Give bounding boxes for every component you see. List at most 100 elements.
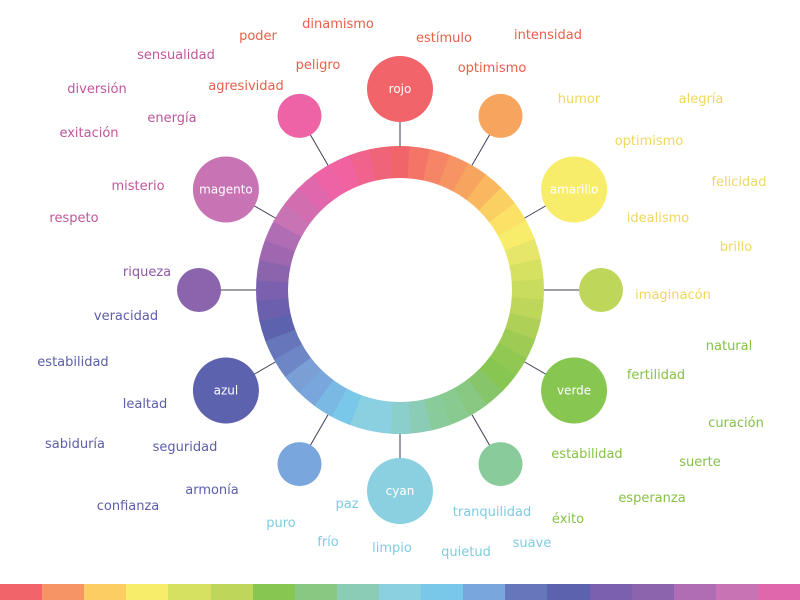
strip-swatch xyxy=(126,584,169,600)
ring-segment xyxy=(388,401,412,434)
color-ring xyxy=(255,146,544,434)
ring-segment xyxy=(511,278,544,302)
strip-swatch xyxy=(378,584,422,600)
word-tranquilidad: tranquilidad xyxy=(452,505,532,520)
word-optimismo-rojo: optimismo xyxy=(457,61,527,76)
hub-verde xyxy=(541,357,608,424)
strip-swatch xyxy=(673,584,716,600)
word-exitacion: exitación xyxy=(59,126,119,141)
word-esperanza: esperanza xyxy=(618,491,686,506)
ring-segment xyxy=(478,187,516,224)
hub-label-amarillo: amarillo xyxy=(550,183,599,197)
hub-small xyxy=(478,93,523,138)
ring-segment xyxy=(423,394,452,431)
word-riqueza: riqueza xyxy=(122,265,172,280)
strip-swatch xyxy=(631,584,674,600)
ring-segment xyxy=(498,328,536,360)
hub-rojo xyxy=(367,56,433,122)
ring-segment xyxy=(453,379,487,417)
hub-label-azul: azul xyxy=(214,384,239,398)
ring-segment xyxy=(313,379,347,417)
ring-segment xyxy=(466,368,503,406)
ring-segment xyxy=(466,174,503,212)
ring-segment xyxy=(423,149,452,186)
hub-label-cyan: cyan xyxy=(386,484,415,498)
ring-segment xyxy=(313,163,347,201)
ring-segment xyxy=(348,149,377,186)
hub-azul xyxy=(192,357,259,424)
ring-segment xyxy=(489,203,527,237)
ring-segment xyxy=(478,356,516,393)
strip-swatch xyxy=(42,584,85,600)
word-armonia: armonía xyxy=(185,483,239,498)
word-exito: éxito xyxy=(551,512,585,527)
word-frio: frío xyxy=(317,535,339,550)
word-dinamismo: dinamismo xyxy=(302,17,374,32)
strip-swatch xyxy=(589,584,632,600)
hub-label-magento: magento xyxy=(199,183,253,197)
hub-amarillo xyxy=(541,156,608,223)
word-poder: poder xyxy=(239,29,277,44)
ring-segment xyxy=(259,238,296,267)
hub-cyan xyxy=(367,458,433,524)
word-intensidad: intensidad xyxy=(513,28,583,43)
word-imaginacon: imaginacón xyxy=(635,288,711,303)
word-fertilidad: fertilidad xyxy=(626,368,686,383)
strip-swatch xyxy=(547,584,590,600)
ring-segment xyxy=(259,313,296,342)
ring-segment xyxy=(388,146,412,179)
word-energia: energía xyxy=(147,111,197,126)
word-paz: paz xyxy=(335,497,359,512)
strip-swatch xyxy=(421,584,464,600)
ring-segment xyxy=(407,399,432,434)
ring-segment xyxy=(256,297,291,322)
ring-segment xyxy=(368,146,393,181)
word-puro: puro xyxy=(266,516,296,531)
ring-segment xyxy=(330,388,362,426)
word-sensualidad: sensualidad xyxy=(137,48,215,63)
strip-swatch xyxy=(294,584,337,600)
strip-swatch xyxy=(252,584,295,600)
ring-segment xyxy=(273,343,311,377)
strip-swatch xyxy=(715,584,758,600)
ring-segment xyxy=(348,394,377,431)
hub-label-rojo: rojo xyxy=(389,82,412,96)
word-peligro: peligro xyxy=(295,58,341,73)
hub-magento xyxy=(192,156,259,223)
word-felicidad: felicidad xyxy=(711,175,767,190)
word-humor: humor xyxy=(557,92,601,107)
strip-swatch xyxy=(0,584,43,600)
ring-segment xyxy=(297,174,334,212)
hub-small xyxy=(478,442,523,487)
word-estabilidad-azul: estabilidad xyxy=(37,355,109,370)
word-curacion: curación xyxy=(708,416,764,431)
word-suerte: suerte xyxy=(679,455,721,470)
ring-segment xyxy=(255,278,289,302)
word-optimismo-amarillo: optimismo xyxy=(614,134,684,149)
ring-segment xyxy=(504,238,541,267)
ring-segment xyxy=(284,187,322,224)
word-limpio: limpio xyxy=(372,541,412,556)
word-misterio: misterio xyxy=(111,179,165,194)
ring-segment xyxy=(297,368,334,406)
word-lealtad: lealtad xyxy=(122,397,168,412)
word-diversion: diversión xyxy=(67,82,127,97)
strip-swatch xyxy=(463,584,506,600)
hub-small xyxy=(277,442,322,487)
word-veracidad: veracidad xyxy=(93,309,159,324)
word-sabiduria: sabiduría xyxy=(44,437,106,452)
ring-segment xyxy=(504,313,541,342)
ring-segment xyxy=(273,203,311,237)
word-estabilidad-verde: estabilidad xyxy=(551,447,623,462)
strip-swatch xyxy=(168,584,211,600)
word-confianza: confianza xyxy=(96,499,160,514)
ring-segment xyxy=(509,258,544,283)
word-estimulo: estímulo xyxy=(416,31,472,46)
ring-segment xyxy=(438,154,470,192)
word-suave: suave xyxy=(512,536,552,551)
word-brillo: brillo xyxy=(719,240,753,255)
strip-swatch xyxy=(84,584,127,600)
ring-segment xyxy=(453,163,487,201)
word-quietud: quietud xyxy=(441,545,491,560)
